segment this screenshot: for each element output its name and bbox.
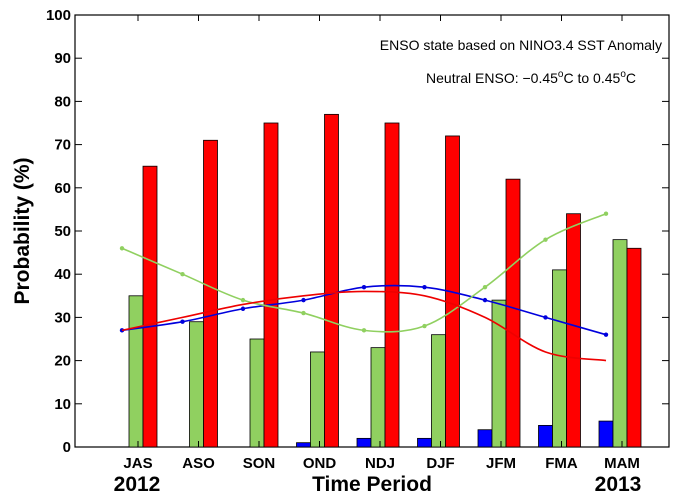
bar [370,347,386,448]
line-point [543,237,548,242]
bar [566,213,581,448]
lines-layer [119,211,609,362]
line-point [482,297,488,303]
x-tick-label: MAM [604,455,640,472]
x-axis: JAS ASO SON OND NDJ DJF JFM FMA MAM [123,15,640,472]
x-tick-label: OND [303,455,337,472]
start-year-label: 2012 [114,473,161,494]
bar [296,442,311,448]
bar [417,437,432,448]
x-tick-label: ASO [182,455,215,472]
x-tick-label: DJF [426,455,454,472]
x-axis-title: Time Period [312,473,432,494]
y-tick-label: 20 [54,353,71,370]
y-tick-label: 70 [54,137,71,154]
x-tick-label: JFM [486,455,516,472]
bar [598,420,614,448]
bar [477,429,493,448]
line-point [422,284,427,290]
y-tick-label: 80 [54,93,71,110]
line-point [180,319,185,324]
y-tick-label: 10 [54,396,71,413]
y-tick-label: 30 [54,309,71,326]
line-point [361,284,367,290]
annotation-line-1: ENSO state based on NINO3.4 SST Anomaly [380,37,662,53]
x-tick-label: JAS [123,455,152,472]
bar [612,239,628,448]
trend-line [121,290,607,362]
bar [203,139,218,448]
bar [626,247,642,448]
bar [431,334,446,448]
bar [142,165,158,448]
bar [128,295,144,448]
annotation-line-2: Neutral ENSO: −0.45oC to 0.45oC [426,69,636,86]
line-point [240,297,246,303]
bar [552,269,567,448]
bar [538,424,553,448]
bar [356,437,372,448]
bars-layer [128,113,642,448]
line-point [422,323,427,329]
line-point [180,272,185,277]
line-point [543,315,548,320]
bar [505,178,521,448]
x-tick-label: FMA [545,455,578,472]
y-tick-label: 100 [46,7,71,24]
line-point [119,246,125,251]
y-tick-label: 0 [63,439,71,456]
y-tick-label: 60 [54,180,71,197]
x-tick-label: SON [243,455,276,472]
bar [310,351,325,448]
y-tick-label: 90 [54,50,71,67]
x-tick-label: NDJ [365,455,395,472]
bar [189,321,204,448]
line-point [301,297,306,303]
line-point [603,211,609,216]
bar [263,122,279,448]
line-point [603,332,609,337]
line-point [240,306,246,311]
y-tick-label: 40 [54,266,71,283]
bar [324,113,339,448]
line-point [301,310,306,316]
y-tick-label: 50 [54,223,71,240]
end-year-label: 2013 [595,473,642,494]
y-axis-title: Probability (%) [11,157,34,304]
line-point [361,328,367,333]
bar [249,338,265,448]
y-axis: 0 10 20 30 40 50 60 70 80 90 100 [46,7,669,456]
line-point [482,284,488,290]
